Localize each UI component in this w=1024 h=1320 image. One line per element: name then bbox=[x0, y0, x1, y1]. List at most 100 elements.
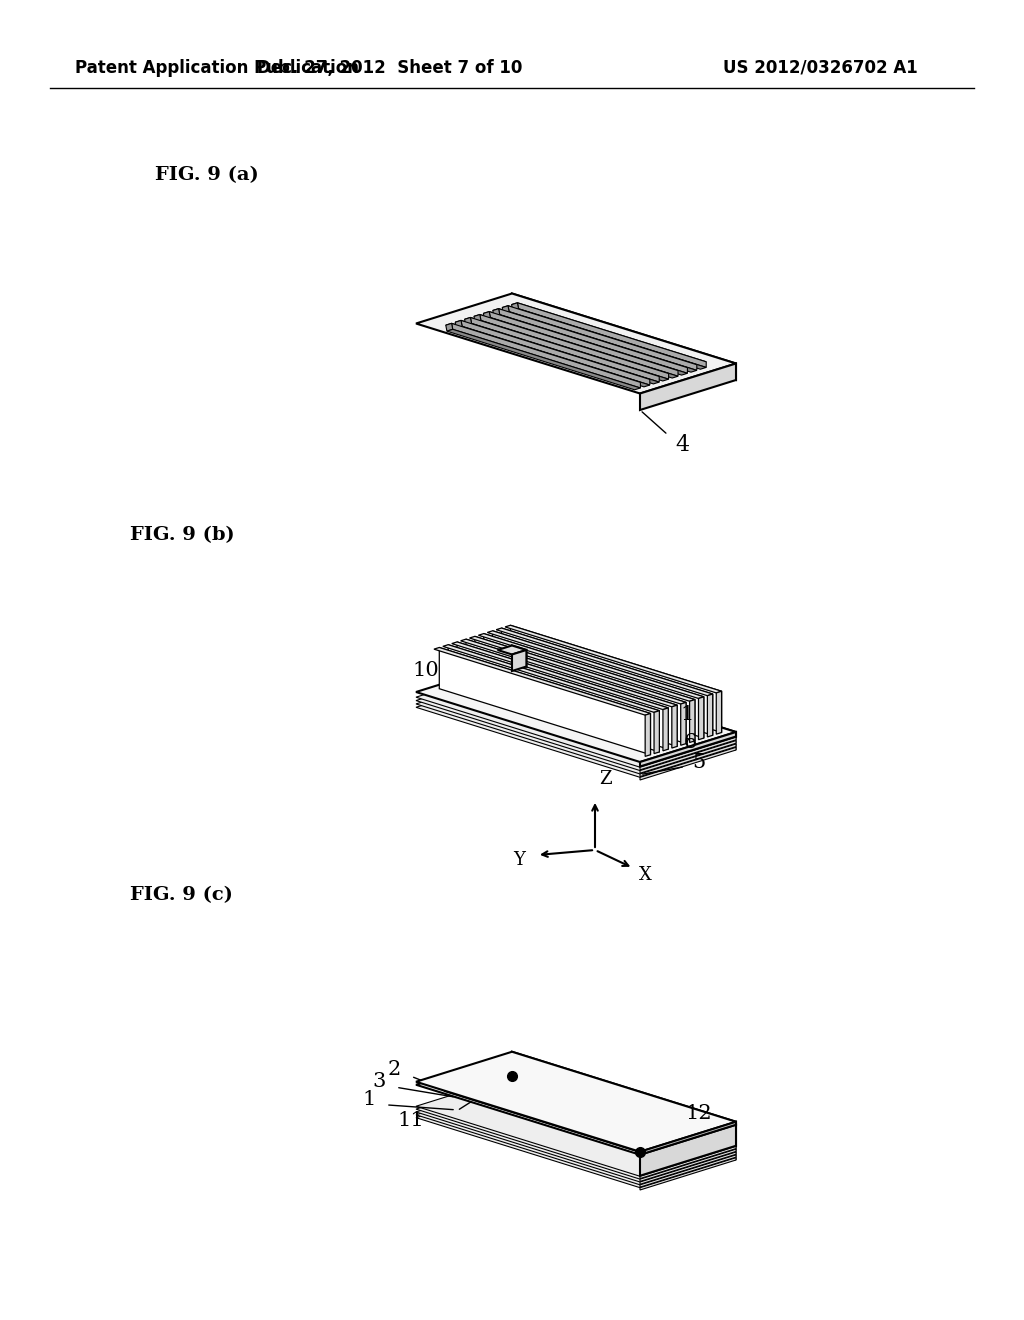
Polygon shape bbox=[512, 293, 736, 380]
Text: FIG. 9 (b): FIG. 9 (b) bbox=[130, 525, 234, 544]
Polygon shape bbox=[640, 744, 736, 776]
Polygon shape bbox=[457, 1082, 649, 1147]
Polygon shape bbox=[474, 1077, 666, 1142]
Polygon shape bbox=[512, 1076, 736, 1148]
Polygon shape bbox=[461, 639, 677, 706]
Text: 11: 11 bbox=[397, 1111, 424, 1130]
Polygon shape bbox=[470, 636, 686, 704]
Polygon shape bbox=[416, 1052, 736, 1152]
Polygon shape bbox=[493, 631, 703, 738]
Polygon shape bbox=[495, 1069, 501, 1076]
Polygon shape bbox=[513, 1068, 709, 1130]
Polygon shape bbox=[461, 321, 650, 385]
Polygon shape bbox=[512, 667, 736, 741]
Polygon shape bbox=[640, 733, 736, 767]
Polygon shape bbox=[489, 312, 678, 376]
Polygon shape bbox=[483, 312, 678, 372]
Polygon shape bbox=[494, 314, 687, 375]
Polygon shape bbox=[495, 1069, 691, 1130]
Polygon shape bbox=[449, 644, 659, 752]
Polygon shape bbox=[466, 323, 659, 384]
Polygon shape bbox=[456, 321, 462, 329]
Polygon shape bbox=[708, 694, 713, 737]
Polygon shape bbox=[517, 1064, 709, 1129]
Polygon shape bbox=[645, 714, 650, 756]
Polygon shape bbox=[452, 1082, 458, 1089]
Polygon shape bbox=[461, 1080, 657, 1140]
Text: FIG. 9 (c): FIG. 9 (c) bbox=[130, 886, 232, 904]
Polygon shape bbox=[480, 314, 669, 379]
Polygon shape bbox=[416, 1055, 736, 1155]
Polygon shape bbox=[445, 323, 640, 384]
Polygon shape bbox=[486, 1072, 683, 1133]
Polygon shape bbox=[640, 1122, 736, 1155]
Polygon shape bbox=[500, 1069, 691, 1134]
Polygon shape bbox=[475, 636, 686, 743]
Polygon shape bbox=[512, 675, 736, 747]
Text: Z: Z bbox=[599, 770, 611, 788]
Polygon shape bbox=[444, 1090, 640, 1151]
Polygon shape bbox=[640, 1146, 736, 1179]
Polygon shape bbox=[640, 363, 736, 411]
Polygon shape bbox=[482, 1074, 675, 1139]
Polygon shape bbox=[452, 1082, 649, 1143]
Polygon shape bbox=[502, 306, 696, 367]
Polygon shape bbox=[654, 710, 659, 754]
Polygon shape bbox=[416, 677, 736, 777]
Text: 5: 5 bbox=[692, 754, 706, 772]
Text: 10: 10 bbox=[412, 661, 438, 681]
Polygon shape bbox=[486, 1072, 493, 1078]
Polygon shape bbox=[487, 1076, 683, 1138]
Text: Y: Y bbox=[513, 851, 525, 869]
Polygon shape bbox=[465, 318, 659, 379]
Polygon shape bbox=[498, 645, 526, 655]
Polygon shape bbox=[466, 639, 677, 746]
Polygon shape bbox=[416, 1082, 736, 1181]
Polygon shape bbox=[443, 1085, 450, 1092]
Polygon shape bbox=[483, 312, 490, 319]
Polygon shape bbox=[483, 634, 695, 741]
Polygon shape bbox=[512, 302, 707, 363]
Text: 6: 6 bbox=[684, 733, 697, 751]
Polygon shape bbox=[465, 318, 471, 325]
Polygon shape bbox=[640, 1152, 736, 1184]
Polygon shape bbox=[512, 1088, 736, 1160]
Polygon shape bbox=[512, 1055, 736, 1146]
Polygon shape bbox=[504, 312, 696, 372]
Polygon shape bbox=[477, 1074, 483, 1081]
Text: 2: 2 bbox=[388, 1060, 401, 1078]
Polygon shape bbox=[484, 318, 678, 378]
Polygon shape bbox=[502, 306, 509, 314]
Polygon shape bbox=[445, 323, 453, 331]
Text: US 2012/0326702 A1: US 2012/0326702 A1 bbox=[723, 59, 918, 77]
Polygon shape bbox=[416, 671, 736, 771]
Polygon shape bbox=[508, 306, 696, 371]
Polygon shape bbox=[493, 309, 500, 317]
Polygon shape bbox=[416, 1080, 736, 1179]
Polygon shape bbox=[512, 663, 736, 737]
Polygon shape bbox=[499, 309, 687, 374]
Polygon shape bbox=[502, 628, 713, 735]
Polygon shape bbox=[452, 323, 640, 388]
Polygon shape bbox=[508, 1067, 700, 1131]
Polygon shape bbox=[474, 314, 481, 322]
Polygon shape bbox=[469, 1077, 666, 1138]
Polygon shape bbox=[416, 675, 736, 774]
Text: 3: 3 bbox=[373, 1072, 386, 1090]
Polygon shape bbox=[416, 1085, 736, 1185]
Polygon shape bbox=[497, 628, 713, 696]
Polygon shape bbox=[449, 1085, 640, 1150]
Polygon shape bbox=[512, 1064, 709, 1125]
Polygon shape bbox=[517, 302, 707, 367]
Polygon shape bbox=[513, 309, 707, 370]
Polygon shape bbox=[474, 314, 669, 375]
Polygon shape bbox=[477, 1074, 675, 1135]
Text: 4: 4 bbox=[675, 434, 689, 455]
Polygon shape bbox=[496, 1073, 691, 1135]
Polygon shape bbox=[493, 309, 687, 370]
Text: 12: 12 bbox=[685, 1105, 712, 1123]
Polygon shape bbox=[512, 302, 518, 310]
Polygon shape bbox=[434, 648, 650, 715]
Text: Patent Application Publication: Patent Application Publication bbox=[75, 59, 359, 77]
Polygon shape bbox=[512, 649, 526, 671]
